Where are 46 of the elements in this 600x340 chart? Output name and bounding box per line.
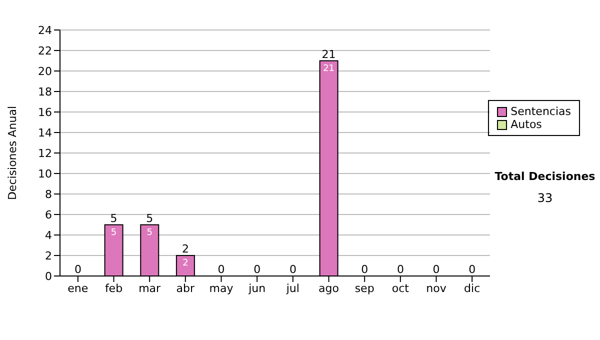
total-label: 0 (396, 263, 404, 276)
x-tick-label: ago (318, 282, 340, 295)
data-label: 2 (182, 258, 188, 268)
y-tick-label: 12 (38, 146, 52, 160)
x-tick-label: abr (176, 282, 196, 295)
total-label: 0 (361, 263, 368, 276)
y-tick-label: 8 (45, 188, 52, 201)
x-tick-label: feb (104, 282, 123, 295)
text: 33 (536, 191, 554, 205)
x-tick-label: mar (138, 282, 162, 295)
total-label: 0 (432, 263, 440, 276)
data-label: 5 (146, 228, 152, 238)
x-tick-label: jul (285, 282, 300, 295)
x-tick-label: dic (464, 282, 480, 295)
y-tick-label: 14 (38, 126, 52, 140)
legend-label: Sentencias (510, 105, 571, 118)
y-tick-label: 2 (45, 249, 52, 262)
x-tick-label: sep (354, 282, 374, 295)
y-tick-label: 18 (38, 85, 52, 98)
text: Total Decisiones (494, 170, 596, 183)
y-tick-label: 24 (38, 24, 52, 37)
x-tick-label: jun (248, 282, 266, 295)
y-tick-label: 16 (38, 106, 52, 119)
y-axis-title: Decisiones Anual (6, 106, 19, 200)
total-label: 0 (468, 263, 476, 276)
x-tick-label: may (209, 282, 234, 295)
data-label: 21 (323, 64, 335, 74)
y-tick-label: 20 (38, 64, 52, 78)
x-tick-label: ene (68, 282, 88, 295)
total-label: 21 (322, 48, 336, 61)
y-tick-label: 4 (45, 228, 52, 242)
total-label: 0 (74, 263, 82, 276)
y-tick-label: 22 (38, 44, 52, 58)
data-label: 5 (110, 228, 117, 238)
total-label: 2 (182, 242, 189, 256)
x-tick-label: oct (392, 282, 410, 295)
total-label: 0 (254, 263, 261, 276)
y-tick-label: 0 (45, 270, 52, 283)
total-label: 5 (110, 212, 118, 225)
y-tick-label: 6 (45, 208, 52, 222)
y-tick-label: 10 (38, 167, 52, 180)
legend-label: Autos (510, 118, 542, 131)
x-tick-label: nov (426, 282, 447, 295)
total-label: 0 (289, 263, 296, 276)
total-label: 5 (146, 212, 154, 225)
total-label: 0 (218, 263, 225, 276)
